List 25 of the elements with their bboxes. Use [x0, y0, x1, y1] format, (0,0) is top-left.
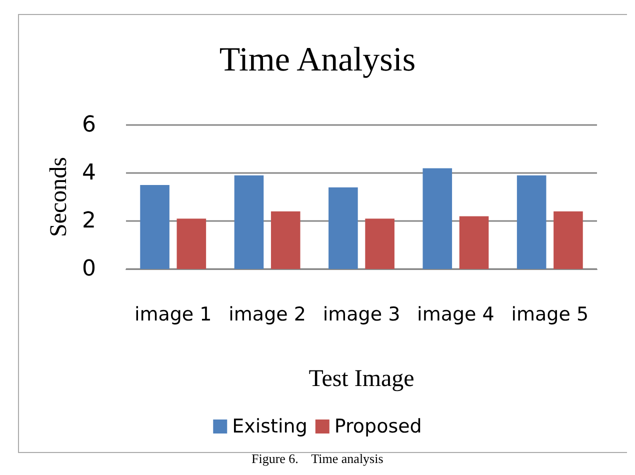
bar [554, 211, 583, 269]
x-tick-label: image 3 [322, 304, 400, 326]
y-tick-label: 4 [82, 160, 96, 186]
bar [459, 216, 489, 269]
bar [422, 168, 452, 269]
x-tick-label: image 2 [228, 304, 306, 326]
x-tick-label: image 1 [134, 304, 212, 326]
bar [365, 218, 394, 269]
y-tick-label: 2 [82, 208, 96, 234]
legend-label: Proposed [334, 416, 422, 438]
bar [176, 218, 206, 269]
bar [328, 187, 358, 269]
bar [140, 185, 170, 269]
chart-title: Time Analysis [219, 42, 416, 78]
legend-label: Existing [232, 416, 308, 438]
bar [234, 175, 264, 269]
y-tick-label: 6 [82, 112, 96, 138]
x-axis-title: Test Image [308, 366, 414, 392]
y-axis-title: Seconds [46, 157, 72, 237]
bar [516, 175, 546, 269]
x-tick-label: image 4 [417, 304, 494, 326]
caption: Figure 6. Time analysis [251, 451, 384, 466]
bar [270, 211, 300, 269]
y-tick-label: 0 [82, 256, 96, 282]
x-tick-label: image 5 [511, 304, 589, 326]
